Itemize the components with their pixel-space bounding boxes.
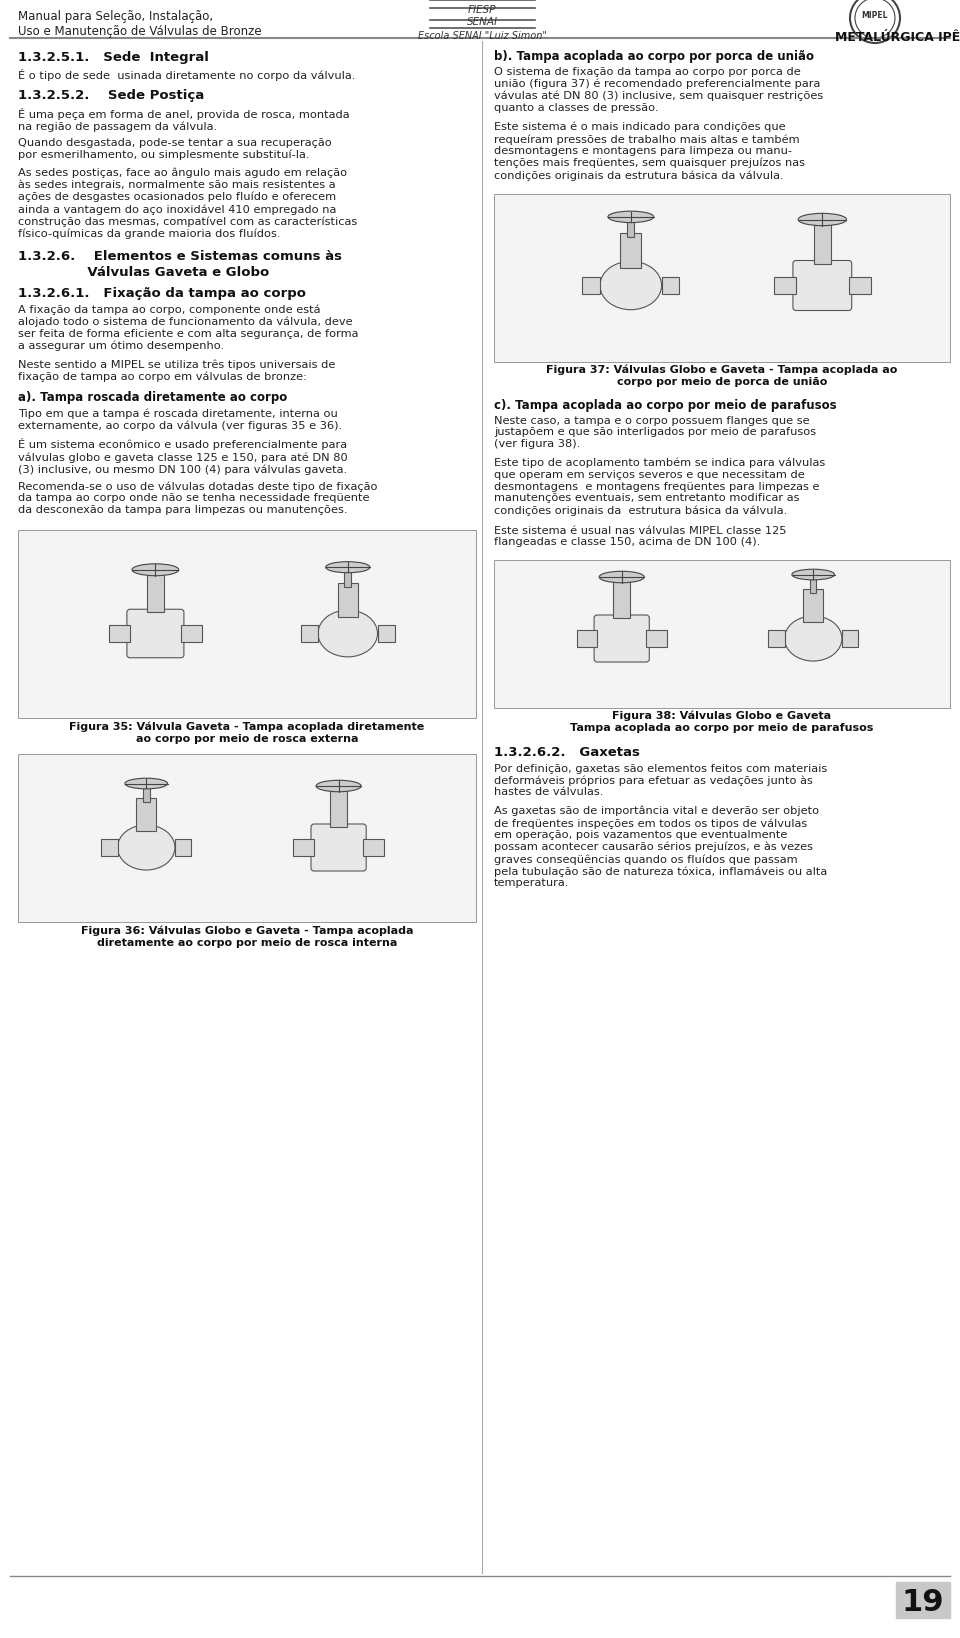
Text: 1.3.2.5.1.   Sede  Integral: 1.3.2.5.1. Sede Integral [18,51,209,64]
Bar [774,277,796,295]
Bar [842,631,858,647]
Text: Escola SENAI "Luiz Simon": Escola SENAI "Luiz Simon" [418,31,546,41]
Text: 1.3.2.6.1.   Fixação da tampa ao corpo: 1.3.2.6.1. Fixação da tampa ao corpo [18,287,306,300]
FancyBboxPatch shape [127,609,184,658]
Bar [18,529,476,717]
Text: Figura 38: Válvulas Globo e Gaveta
Tampa acoplada ao corpo por meio de parafusos: Figura 38: Válvulas Globo e Gaveta Tampa… [570,711,874,732]
Text: 19: 19 [901,1587,945,1617]
Bar [494,193,950,362]
Text: Este sistema é usual nas válvulas MIPEL classe 125
flangeadas e classe 150, acim: Este sistema é usual nas válvulas MIPEL … [494,526,786,547]
Bar [583,277,600,295]
Bar [613,581,630,618]
Bar [577,631,597,647]
Ellipse shape [599,572,644,583]
Bar [345,570,351,586]
Bar [136,798,156,830]
Ellipse shape [608,211,654,223]
Text: É um sistema econômico e usado preferencialmente para
válvulas globo e gaveta cl: É um sistema econômico e usado preferenc… [18,439,348,475]
Text: 1.3.2.6.    Elementos e Sistemas comuns às
               Válvulas Gaveta e Glob: 1.3.2.6. Elementos e Sistemas comuns às … [18,251,342,278]
Bar [620,233,641,269]
Bar [175,839,191,855]
Bar [813,224,831,264]
Ellipse shape [600,262,661,310]
Text: SENAI: SENAI [467,16,497,26]
Bar [143,786,150,803]
Text: 1.3.2.6.2.   Gaxetas: 1.3.2.6.2. Gaxetas [494,745,640,758]
Text: Manual para Seleção, Instalação,: Manual para Seleção, Instalação, [18,10,213,23]
Text: FIESP: FIESP [468,5,496,15]
Text: c). Tampa acoplada ao corpo por meio de parafusos: c). Tampa acoplada ao corpo por meio de … [494,398,836,411]
Text: As gaxetas são de importância vital e deverão ser objeto
de freqüentes inspeções: As gaxetas são de importância vital e de… [494,806,828,888]
Text: É uma peça em forma de anel, provida de rosca, montada
na região de passagem da : É uma peça em forma de anel, provida de … [18,108,349,131]
Text: Neste caso, a tampa e o corpo possuem flanges que se
justapõem e que são interli: Neste caso, a tampa e o corpo possuem fl… [494,416,816,449]
Bar [849,277,871,295]
Text: Neste sentido a MIPEL se utiliza três tipos universais de
fixação de tampa ao co: Neste sentido a MIPEL se utiliza três ti… [18,359,335,382]
Bar [294,839,314,855]
Bar [661,277,679,295]
Ellipse shape [132,563,179,575]
Text: Figura 36: Válvulas Globo e Gaveta - Tampa acoplada
diretamente ao corpo por mei: Figura 36: Válvulas Globo e Gaveta - Tam… [81,925,413,948]
Bar [180,626,203,642]
Text: Por definição, gaxetas são elementos feitos com materiais
deformáveis próprios p: Por definição, gaxetas são elementos fei… [494,763,828,798]
Bar [108,626,130,642]
Bar [768,631,784,647]
Text: Este tipo de acoplamento também se indica para válvulas
que operam em serviços s: Este tipo de acoplamento também se indic… [494,459,826,516]
Ellipse shape [316,780,361,791]
Text: 1.3.2.5.2.    Sede Postiça: 1.3.2.5.2. Sede Postiça [18,90,204,103]
Bar [18,753,476,922]
FancyBboxPatch shape [896,1582,950,1618]
Text: O sistema de fixação da tampa ao corpo por porca de
união (figura 37) é recomend: O sistema de fixação da tampa ao corpo p… [494,67,824,113]
Text: Quando desgastada, pode-se tentar a sua recuperação
por esmerilhamento, ou simpl: Quando desgastada, pode-se tentar a sua … [18,138,332,159]
Text: Figura 37: Válvulas Globo e Gaveta - Tampa acoplada ao
corpo por meio de porca d: Figura 37: Válvulas Globo e Gaveta - Tam… [546,365,898,387]
Text: Figura 35: Válvula Gaveta - Tampa acoplada diretamente
ao corpo por meio de rosc: Figura 35: Válvula Gaveta - Tampa acopla… [69,721,424,744]
Text: a). Tampa roscada diretamente ao corpo: a). Tampa roscada diretamente ao corpo [18,391,287,405]
Bar [646,631,667,647]
Bar [338,583,358,616]
Text: É o tipo de sede  usinada diretamente no corpo da válvula.: É o tipo de sede usinada diretamente no … [18,69,355,80]
Ellipse shape [798,213,847,226]
Text: A fixação da tampa ao corpo, componente onde está
alojado todo o sistema de func: A fixação da tampa ao corpo, componente … [18,305,358,351]
Bar [627,219,635,238]
FancyBboxPatch shape [793,260,852,311]
Text: Este sistema é o mais indicado para condições que
requeíram pressões de trabalho: Este sistema é o mais indicado para cond… [494,121,805,180]
Text: METALÚRGICA IPÊ LTDA: METALÚRGICA IPÊ LTDA [835,31,960,44]
Ellipse shape [325,562,370,573]
Ellipse shape [792,570,834,580]
Bar [494,560,950,708]
Text: MIPEL: MIPEL [862,11,888,21]
Ellipse shape [117,826,175,870]
Ellipse shape [318,609,377,657]
Text: Tipo em que a tampa é roscada diretamente, interna ou
externamente, ao corpo da : Tipo em que a tampa é roscada diretament… [18,408,342,431]
Bar [804,590,823,622]
Bar [363,839,384,855]
Bar [301,626,318,642]
Bar [377,626,395,642]
Bar [101,839,117,855]
FancyBboxPatch shape [594,614,649,662]
Bar [810,577,816,593]
Bar [330,790,347,827]
Text: b). Tampa acoplada ao corpo por porca de união: b). Tampa acoplada ao corpo por porca de… [494,51,814,62]
Ellipse shape [784,616,842,662]
Bar [147,573,164,613]
FancyBboxPatch shape [311,824,366,871]
Text: As sedes postiças, face ao ângulo mais agudo em relação
às sedes integrais, norm: As sedes postiças, face ao ângulo mais a… [18,167,357,239]
Ellipse shape [125,778,168,790]
Text: Uso e Manutenção de Válvulas de Bronze: Uso e Manutenção de Válvulas de Bronze [18,25,262,38]
Text: Recomenda-se o uso de válvulas dotadas deste tipo de fixação
da tampa ao corpo o: Recomenda-se o uso de válvulas dotadas d… [18,482,377,514]
